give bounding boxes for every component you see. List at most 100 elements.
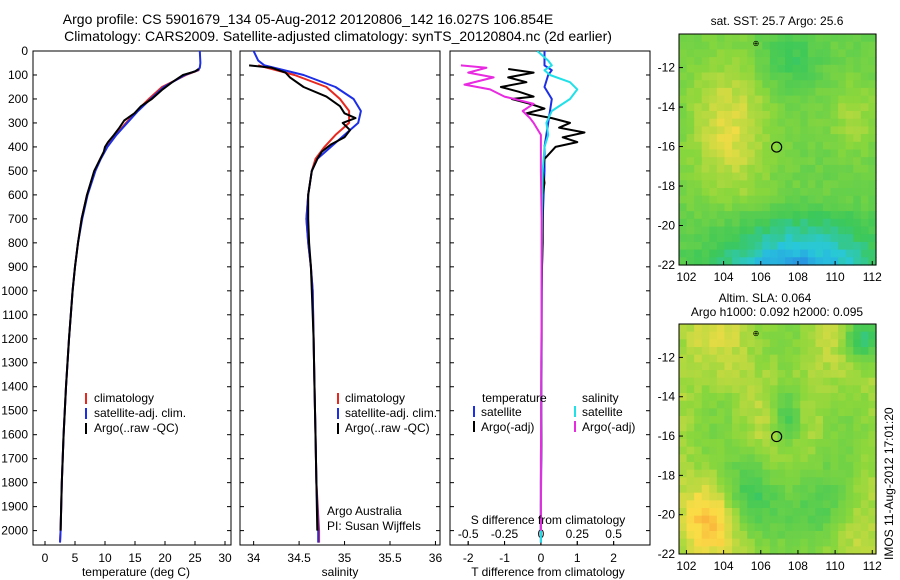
heatmap-cell	[686, 134, 695, 143]
heatmap-cell	[686, 492, 695, 501]
heatmap-cell	[724, 149, 733, 158]
heatmap-cell	[709, 393, 718, 402]
heatmap-cell	[822, 87, 832, 97]
heatmap-cell	[716, 469, 726, 478]
heatmap-cell	[709, 195, 718, 204]
heatmap-cell	[792, 523, 801, 532]
heatmap-cell	[807, 188, 816, 197]
heatmap-cell	[830, 195, 839, 204]
heatmap-cell	[739, 211, 748, 220]
heatmap-cell	[860, 538, 870, 547]
heatmap-cell	[830, 492, 839, 501]
heatmap-cell	[716, 546, 726, 555]
heatmap-cell	[732, 324, 741, 333]
heatmap-cell	[686, 157, 695, 166]
heatmap-cell	[679, 118, 688, 127]
heatmap-cell	[694, 164, 703, 174]
heatmap-cell	[724, 49, 733, 58]
heatmap-cell	[815, 195, 824, 204]
heatmap-cell	[701, 431, 710, 440]
heatmap-cell	[679, 57, 688, 66]
heatmap-cell	[709, 34, 718, 43]
heatmap-cell	[762, 257, 771, 266]
x-tick-label: -1	[499, 551, 510, 565]
heatmap-cell	[868, 126, 877, 135]
heatmap-cell	[860, 393, 870, 402]
heatmap-cell	[694, 393, 703, 402]
heatmap-cell	[792, 64, 801, 74]
heatmap-cell	[694, 354, 703, 363]
heatmap-cell	[716, 203, 726, 212]
heatmap-cell	[860, 485, 870, 494]
heatmap-cell	[762, 385, 771, 394]
heatmap-cell	[747, 49, 756, 58]
heatmap-cell	[709, 531, 718, 540]
chart-title-line2: Climatology: CARS2009. Satellite-adjuste…	[64, 28, 612, 44]
sst-map-title: sat. SST: 25.7 Argo: 25.6	[711, 14, 844, 28]
heatmap-cell	[822, 385, 832, 394]
heatmap-cell	[777, 462, 786, 471]
heatmap-cell	[785, 80, 794, 89]
heatmap-cell	[800, 164, 809, 174]
heatmap-cell	[747, 523, 756, 532]
heatmap-cell	[845, 172, 854, 181]
heatmap-cell	[838, 103, 847, 112]
heatmap-cell	[709, 249, 718, 258]
heatmap-cell	[679, 80, 688, 89]
heatmap-cell	[686, 149, 695, 158]
heatmap-cell	[739, 111, 748, 120]
heatmap-cell	[724, 531, 733, 540]
heatmap-cell	[679, 531, 688, 540]
x-tick-label: 34.5	[287, 551, 311, 565]
heatmap-cell	[701, 324, 710, 333]
heatmap-cell	[747, 195, 756, 204]
heatmap-cell	[853, 72, 862, 81]
heatmap-cell	[815, 34, 824, 43]
heatmap-cell	[754, 485, 763, 494]
heatmap-cell	[686, 431, 695, 440]
heatmap-cell	[785, 249, 794, 258]
heatmap-cell	[686, 126, 695, 135]
heatmap-cell	[785, 331, 794, 340]
map-x-tick-label: 108	[788, 559, 808, 573]
heatmap-cell	[732, 195, 741, 204]
heatmap-cell	[747, 257, 756, 266]
heatmap-cell	[815, 218, 824, 228]
heatmap-cell	[739, 72, 748, 81]
heatmap-cell	[762, 423, 771, 432]
heatmap-cell	[822, 538, 832, 547]
heatmap-cell	[701, 531, 710, 540]
heatmap-cell	[815, 141, 824, 151]
heatmap-cell	[838, 508, 847, 517]
heatmap-cell	[800, 508, 809, 517]
heatmap-cell	[868, 485, 877, 494]
heatmap-cell	[709, 64, 718, 74]
heatmap-cell	[769, 531, 779, 540]
heatmap-cell	[800, 141, 809, 151]
heatmap-cell	[732, 157, 741, 166]
heatmap-cell	[860, 118, 870, 127]
map-y-tick-label: -12	[658, 61, 676, 75]
heatmap-cell	[807, 531, 816, 540]
heatmap-cell	[709, 523, 718, 532]
heatmap-cell	[792, 431, 801, 440]
heatmap-cell	[732, 57, 741, 66]
series-line-argo-raw-qc-	[59, 68, 200, 531]
heatmap-cell	[785, 172, 794, 181]
heatmap-cell	[686, 180, 695, 189]
heatmap-cell	[800, 416, 809, 425]
heatmap-cell	[686, 195, 695, 204]
heatmap-cell	[830, 111, 839, 120]
heatmap-cell	[822, 377, 832, 386]
heatmap-cell	[777, 531, 786, 540]
heatmap-cell	[830, 500, 839, 509]
heatmap-cell	[739, 95, 748, 104]
heatmap-cell	[845, 347, 854, 356]
heatmap-cell	[724, 72, 733, 81]
heatmap-cell	[792, 111, 801, 120]
legend-header-salinity: salinity	[582, 391, 619, 405]
heatmap-cell	[754, 431, 763, 440]
heatmap-cell	[754, 111, 763, 120]
heatmap-cell	[762, 180, 771, 189]
heatmap-cell	[747, 188, 756, 197]
